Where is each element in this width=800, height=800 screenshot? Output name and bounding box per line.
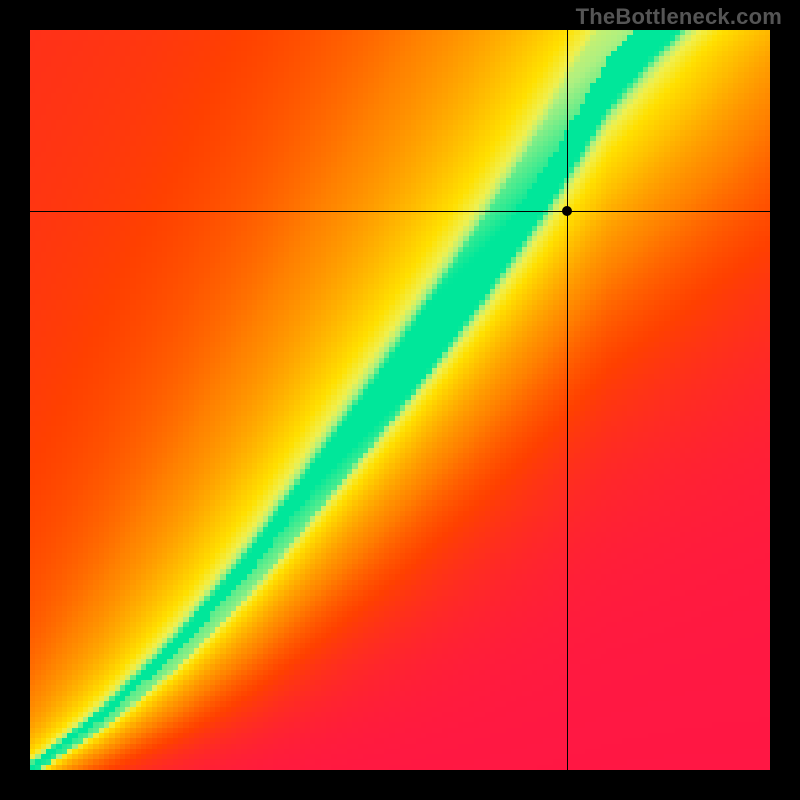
watermark-text: TheBottleneck.com — [576, 4, 782, 30]
heatmap-canvas — [30, 30, 770, 770]
chart-container: TheBottleneck.com — [0, 0, 800, 800]
